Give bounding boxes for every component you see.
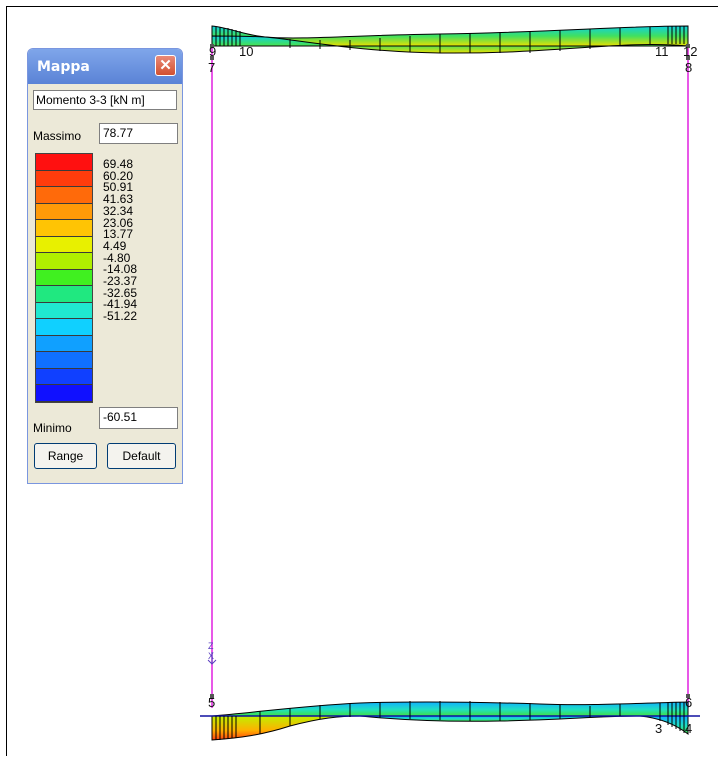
scale-value: -14.08 — [103, 262, 138, 277]
local-axis-icon — [207, 652, 217, 665]
scale-swatch — [36, 187, 92, 204]
scale-swatch — [36, 368, 92, 385]
node-label-5: 5 — [208, 695, 216, 710]
scale-value: -51.22 — [103, 309, 138, 324]
node-label-12: 12 — [683, 44, 698, 59]
node-label-10: 10 — [239, 44, 254, 59]
color-scale — [35, 153, 93, 403]
top-beam-moment[interactable] — [211, 25, 689, 54]
scale-swatch — [36, 335, 92, 352]
panel-titlebar[interactable]: Mappa ✕ — [28, 49, 182, 84]
axis-label-x: X — [208, 651, 215, 661]
scale-swatch — [36, 236, 92, 253]
scale-values: 69.48 60.20 50.91 41.63 32.34 23.06 13.77 4.49-… — [103, 157, 138, 324]
close-icon[interactable]: ✕ — [155, 55, 176, 76]
scale-value: 32.34 — [103, 203, 134, 218]
scale-swatch — [36, 352, 92, 369]
scale-swatch — [36, 319, 92, 336]
default-button[interactable]: Default — [107, 443, 176, 469]
scale-swatch — [36, 203, 92, 220]
min-value-field[interactable]: -60.51 — [99, 407, 178, 429]
min-label: Minimo — [33, 421, 72, 435]
scale-swatch — [36, 286, 92, 303]
scale-value: -23.37 — [103, 274, 138, 289]
scale-swatch — [36, 253, 92, 270]
scale-swatch — [36, 220, 92, 237]
scale-value: 50.91 — [103, 180, 134, 195]
node-markers — [210, 44, 690, 698]
scale-swatch — [36, 170, 92, 187]
scale-swatch — [36, 385, 92, 402]
scale-value: -41.94 — [103, 297, 138, 312]
range-button[interactable]: Range — [34, 443, 97, 469]
scale-swatch — [36, 302, 92, 319]
scale-value: 41.63 — [103, 192, 134, 207]
scale-value: 69.48 — [103, 157, 134, 171]
node-label-9: 9 — [209, 44, 217, 59]
node-label-3: 3 — [655, 721, 663, 736]
scale-value: -32.65 — [103, 285, 138, 300]
bottom-beam-moment[interactable] — [200, 701, 700, 741]
scale-value: 23.06 — [103, 215, 134, 230]
node-label-11: 11 — [655, 44, 669, 59]
max-label: Massimo — [33, 129, 82, 143]
panel-title: Mappa — [37, 59, 90, 75]
scale-value: 13.77 — [103, 227, 134, 242]
scale-value: 4.49 — [103, 238, 127, 253]
scale-value: -4.80 — [103, 250, 131, 265]
node-label-6: 6 — [685, 695, 693, 710]
scale-swatch — [36, 154, 92, 171]
node-label-8: 8 — [685, 60, 693, 75]
scale-value: 60.20 — [103, 168, 134, 183]
node-label-4: 4 — [685, 721, 693, 736]
scale-swatch — [36, 269, 92, 286]
mappa-panel: Mappa ✕ Momento 3-3 [kN m] Massimo 78.77… — [27, 48, 183, 484]
max-value-field[interactable]: 78.77 — [99, 123, 178, 144]
node-label-7: 7 — [208, 60, 216, 75]
quantity-select[interactable]: Momento 3-3 [kN m] — [33, 90, 177, 110]
axis-label-z: Z — [208, 641, 214, 651]
